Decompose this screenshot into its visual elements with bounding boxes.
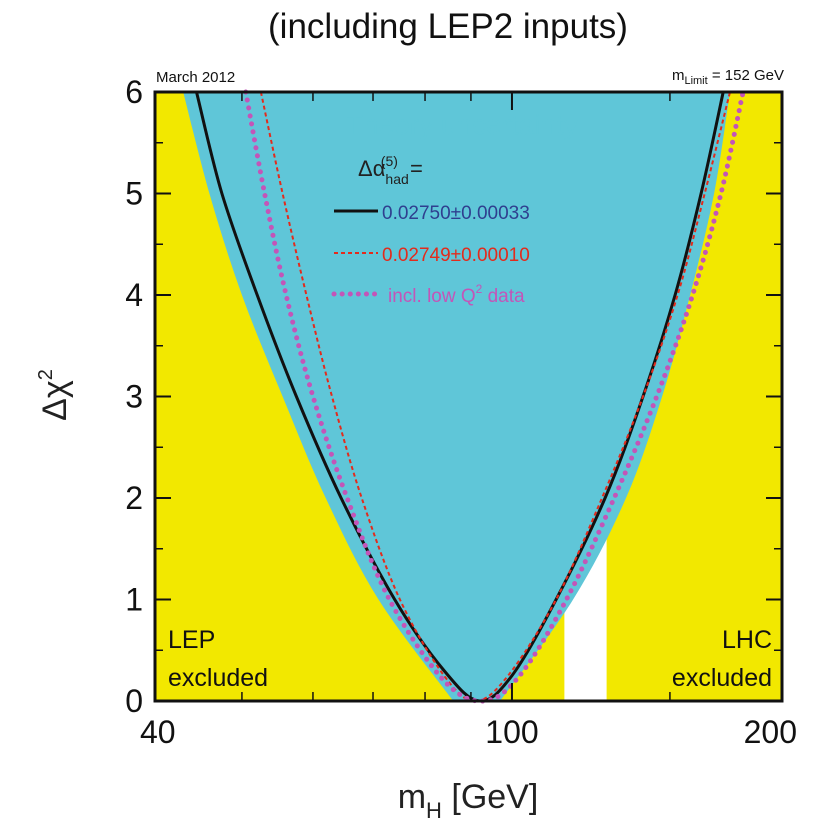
y-tick-label: 6 [125,74,143,110]
chart-title: (including LEP2 inputs) [268,7,628,46]
legend-dotted-suffix: data [482,286,525,307]
lhc-label-2: excluded [672,664,772,692]
x-axis-title-sub: H [426,798,442,823]
plot-frame [153,90,784,703]
legend-band-swatch [300,110,342,136]
x-tick-label: 40 [140,714,176,750]
y-axis-title: Δχ2 [35,369,74,421]
mlimit-suffix: = 152 GeV [708,67,784,84]
mlimit-sub: Limit [684,75,707,87]
legend-header-sup: (5) [381,153,398,169]
legend-dotted-label: incl. low Q2 data [388,282,525,307]
legend-solid-label: 0.02750±0.00033 [382,203,530,224]
y-tick-label: 2 [125,480,143,516]
series-line-dashed [259,91,731,703]
legend-dashed-label: 0.02749±0.00010 [382,245,530,266]
y-axis-title-sup: 2 [35,369,57,380]
legend-header-main: Δα [358,156,386,181]
mlimit-label: mLimit = 152 GeV [672,67,784,87]
y-tick-label: 0 [125,683,143,719]
y-tick-label: 5 [125,176,143,212]
legend-dotted-main: incl. low Q [388,286,476,307]
legend: Theory uncertainty Δαhad (5) = 0.02750±0.… [300,109,578,307]
x-tick-label: 100 [485,714,538,750]
legend-band-label: Theory uncertainty [346,109,578,140]
x-axis-title: mH [GeV] [398,778,539,823]
x-axis-title-main: m [398,778,426,816]
y-tick-label: 3 [125,379,143,415]
lep-label-2: excluded [168,664,268,692]
legend-header-sub: had [385,171,408,187]
legend-header: Δαhad (5) = [358,153,423,187]
legend-header-suffix: = [404,156,423,181]
legend-dotted-sup: 2 [476,282,483,296]
x-tick-label: 200 [744,714,797,750]
x-axis-title-unit: [GeV] [442,778,538,816]
date-label: March 2012 [156,69,235,86]
lep-label-1: LEP [168,626,215,654]
y-axis-title-main: Δχ [36,380,74,421]
mlimit-prefix: m [672,67,685,84]
y-tick-label: 4 [125,277,143,313]
lhc-label-1: LHC [722,626,772,654]
y-tick-label: 1 [125,582,143,618]
